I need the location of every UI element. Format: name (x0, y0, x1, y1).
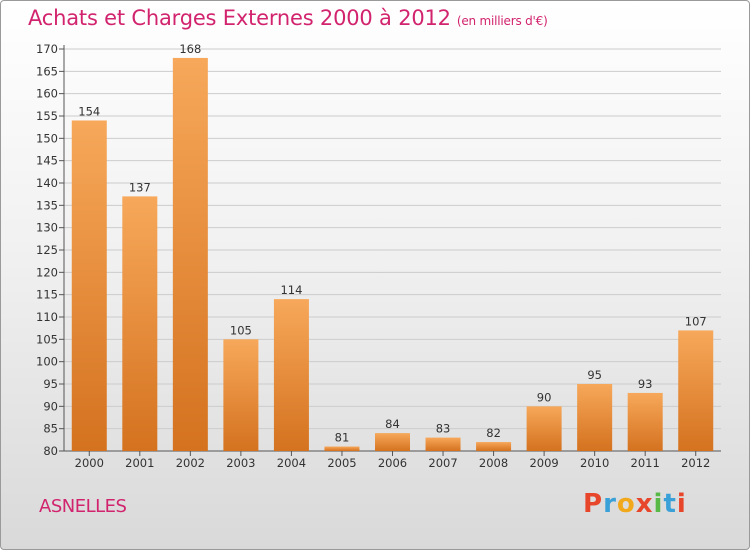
axes: 80 85 90 95 100 105 110 115 120 125 130 135 140 145 15… (36, 42, 721, 458)
bar-2001[interactable] (122, 196, 158, 451)
y-tick-label: 105 (36, 332, 58, 346)
place-name: ASNELLES (39, 496, 127, 517)
bar-value-label: 95 (587, 368, 602, 382)
x-tick-label: 2011 (631, 456, 660, 470)
bar-value-label: 82 (486, 426, 501, 440)
x-tick-label: 2009 (529, 456, 558, 470)
grid (64, 48, 721, 452)
title-text: Achats et Charges Externes 2000 à 2012 (28, 6, 451, 30)
x-tick-label: 2008 (479, 456, 508, 470)
y-tick-label: 140 (36, 176, 58, 190)
bar-value-label: 107 (685, 314, 707, 328)
y-tick-label: 125 (36, 243, 58, 257)
y-tick-label: 100 (36, 355, 58, 369)
bar-value-label: 93 (638, 377, 653, 391)
x-tick-label: 2010 (580, 456, 609, 470)
x-tick-label: 2003 (226, 456, 255, 470)
y-tick-label: 135 (36, 198, 58, 212)
bar-2002[interactable] (172, 57, 208, 451)
x-tick-label: 2007 (428, 456, 457, 470)
y-tick-label: 170 (36, 42, 58, 56)
bar-value-label: 168 (179, 42, 201, 56)
chart-title: Achats et Charges Externes 2000 à 2012 (e… (28, 6, 548, 30)
bar-2012[interactable] (678, 330, 714, 451)
x-tick-label: 2002 (176, 456, 205, 470)
logo-letter: x (635, 489, 654, 519)
bar-2000[interactable] (71, 120, 107, 451)
x-tick-label: 2005 (327, 456, 356, 470)
y-tick-label: 150 (36, 131, 58, 145)
bar-value-label: 154 (78, 104, 100, 118)
x-tick-label: 2000 (75, 456, 104, 470)
y-tick-label: 165 (36, 64, 58, 78)
bar-value-label: 81 (335, 431, 350, 445)
bar-2010[interactable] (577, 384, 613, 451)
y-tick-label: 110 (36, 310, 58, 324)
bar-value-label: 84 (385, 417, 400, 431)
bars (71, 57, 714, 451)
y-tick-label: 145 (36, 154, 58, 168)
x-tick-label: 2012 (681, 456, 710, 470)
bar-2008[interactable] (476, 442, 512, 451)
bar-2006[interactable] (375, 433, 410, 451)
bar-2009[interactable] (526, 406, 562, 451)
x-tick-label: 2006 (378, 456, 407, 470)
logo-letter: i (676, 489, 687, 519)
y-tick-label: 115 (36, 288, 58, 302)
y-tick-label: 85 (43, 422, 58, 436)
bar-value-label: 83 (436, 422, 451, 436)
y-tick-label: 80 (43, 444, 58, 458)
y-tick-label: 160 (36, 87, 58, 101)
bar-value-label: 137 (129, 180, 151, 194)
bar-2011[interactable] (627, 392, 663, 451)
logo-letter: i (653, 489, 664, 519)
bar-value-label: 114 (280, 283, 302, 297)
bar-2007[interactable] (425, 437, 461, 451)
proxiti-logo[interactable]: Proxiti (583, 489, 687, 519)
y-tick-label: 130 (36, 221, 58, 235)
y-tick-label: 155 (36, 109, 58, 123)
logo-letter: o (616, 489, 636, 519)
logo-letter: r (603, 489, 617, 519)
y-tick-label: 95 (43, 377, 58, 391)
y-tick-label: 90 (43, 399, 58, 413)
data-labels: 154 2000 137 2001 168 2002 105 2003 114 2004 81 200… (75, 42, 711, 470)
bar-2003[interactable] (223, 339, 259, 451)
bar-value-label: 105 (230, 323, 252, 337)
x-tick-label: 2004 (277, 456, 306, 470)
logo-letter: t (663, 489, 677, 519)
bar-value-label: 90 (537, 390, 552, 404)
logo-letter: P (583, 489, 604, 519)
bar-2004[interactable] (273, 299, 309, 451)
chart-subtitle: (en milliers d'€) (456, 14, 548, 28)
y-tick-label: 120 (36, 265, 58, 279)
bar-2005[interactable] (324, 446, 360, 451)
x-tick-label: 2001 (125, 456, 154, 470)
